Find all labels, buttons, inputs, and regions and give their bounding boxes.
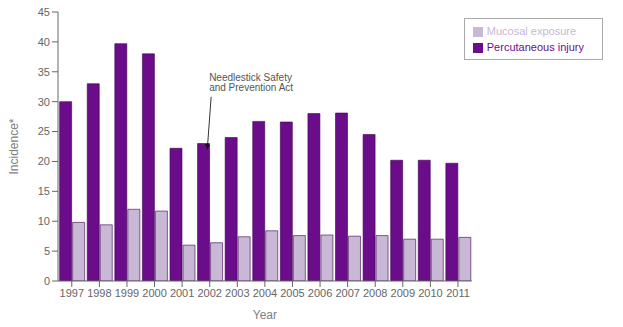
svg-text:5: 5 [44,245,50,257]
svg-text:1998: 1998 [87,287,111,299]
svg-text:2003: 2003 [225,287,249,299]
svg-text:Needlestick Safetyand Preventi: Needlestick Safetyand Prevention Act [209,72,293,93]
svg-text:2006: 2006 [308,287,332,299]
svg-text:2004: 2004 [253,287,277,299]
svg-text:Incidence*: Incidence* [8,118,21,174]
svg-text:0: 0 [44,275,50,287]
html-text:Percutaneous injury: Percutaneous injury [486,41,584,53]
svg-text:15: 15 [38,185,50,197]
svg-text:2008: 2008 [363,287,387,299]
svg-text:Year: Year [253,308,277,322]
svg-text:2009: 2009 [391,287,415,299]
svg-text:2000: 2000 [142,287,166,299]
svg-text:2002: 2002 [197,287,221,299]
svg-text:30: 30 [38,96,50,108]
svg-text:1997: 1997 [60,287,84,299]
svg-text:45: 45 [38,6,50,18]
svg-text:2005: 2005 [280,287,304,299]
svg-text:25: 25 [38,125,50,137]
svg-text:10: 10 [38,215,50,227]
svg-text:20: 20 [38,155,50,167]
svg-text:35: 35 [38,66,50,78]
svg-text:1999: 1999 [115,287,139,299]
svg-text:40: 40 [38,36,50,48]
html-text:Mucosal exposure: Mucosal exposure [486,25,576,37]
svg-text:2001: 2001 [170,287,194,299]
svg-text:2010: 2010 [418,287,442,299]
svg-text:2007: 2007 [335,287,359,299]
svg-text:2011: 2011 [446,287,470,299]
